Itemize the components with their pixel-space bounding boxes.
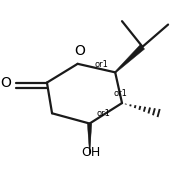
Text: OH: OH: [82, 146, 101, 159]
Text: or1: or1: [94, 60, 108, 69]
Text: or1: or1: [113, 89, 127, 98]
Text: O: O: [1, 76, 12, 90]
Polygon shape: [115, 45, 145, 73]
Text: O: O: [74, 44, 85, 58]
Polygon shape: [88, 123, 91, 154]
Polygon shape: [87, 123, 92, 154]
Text: or1: or1: [96, 109, 110, 118]
